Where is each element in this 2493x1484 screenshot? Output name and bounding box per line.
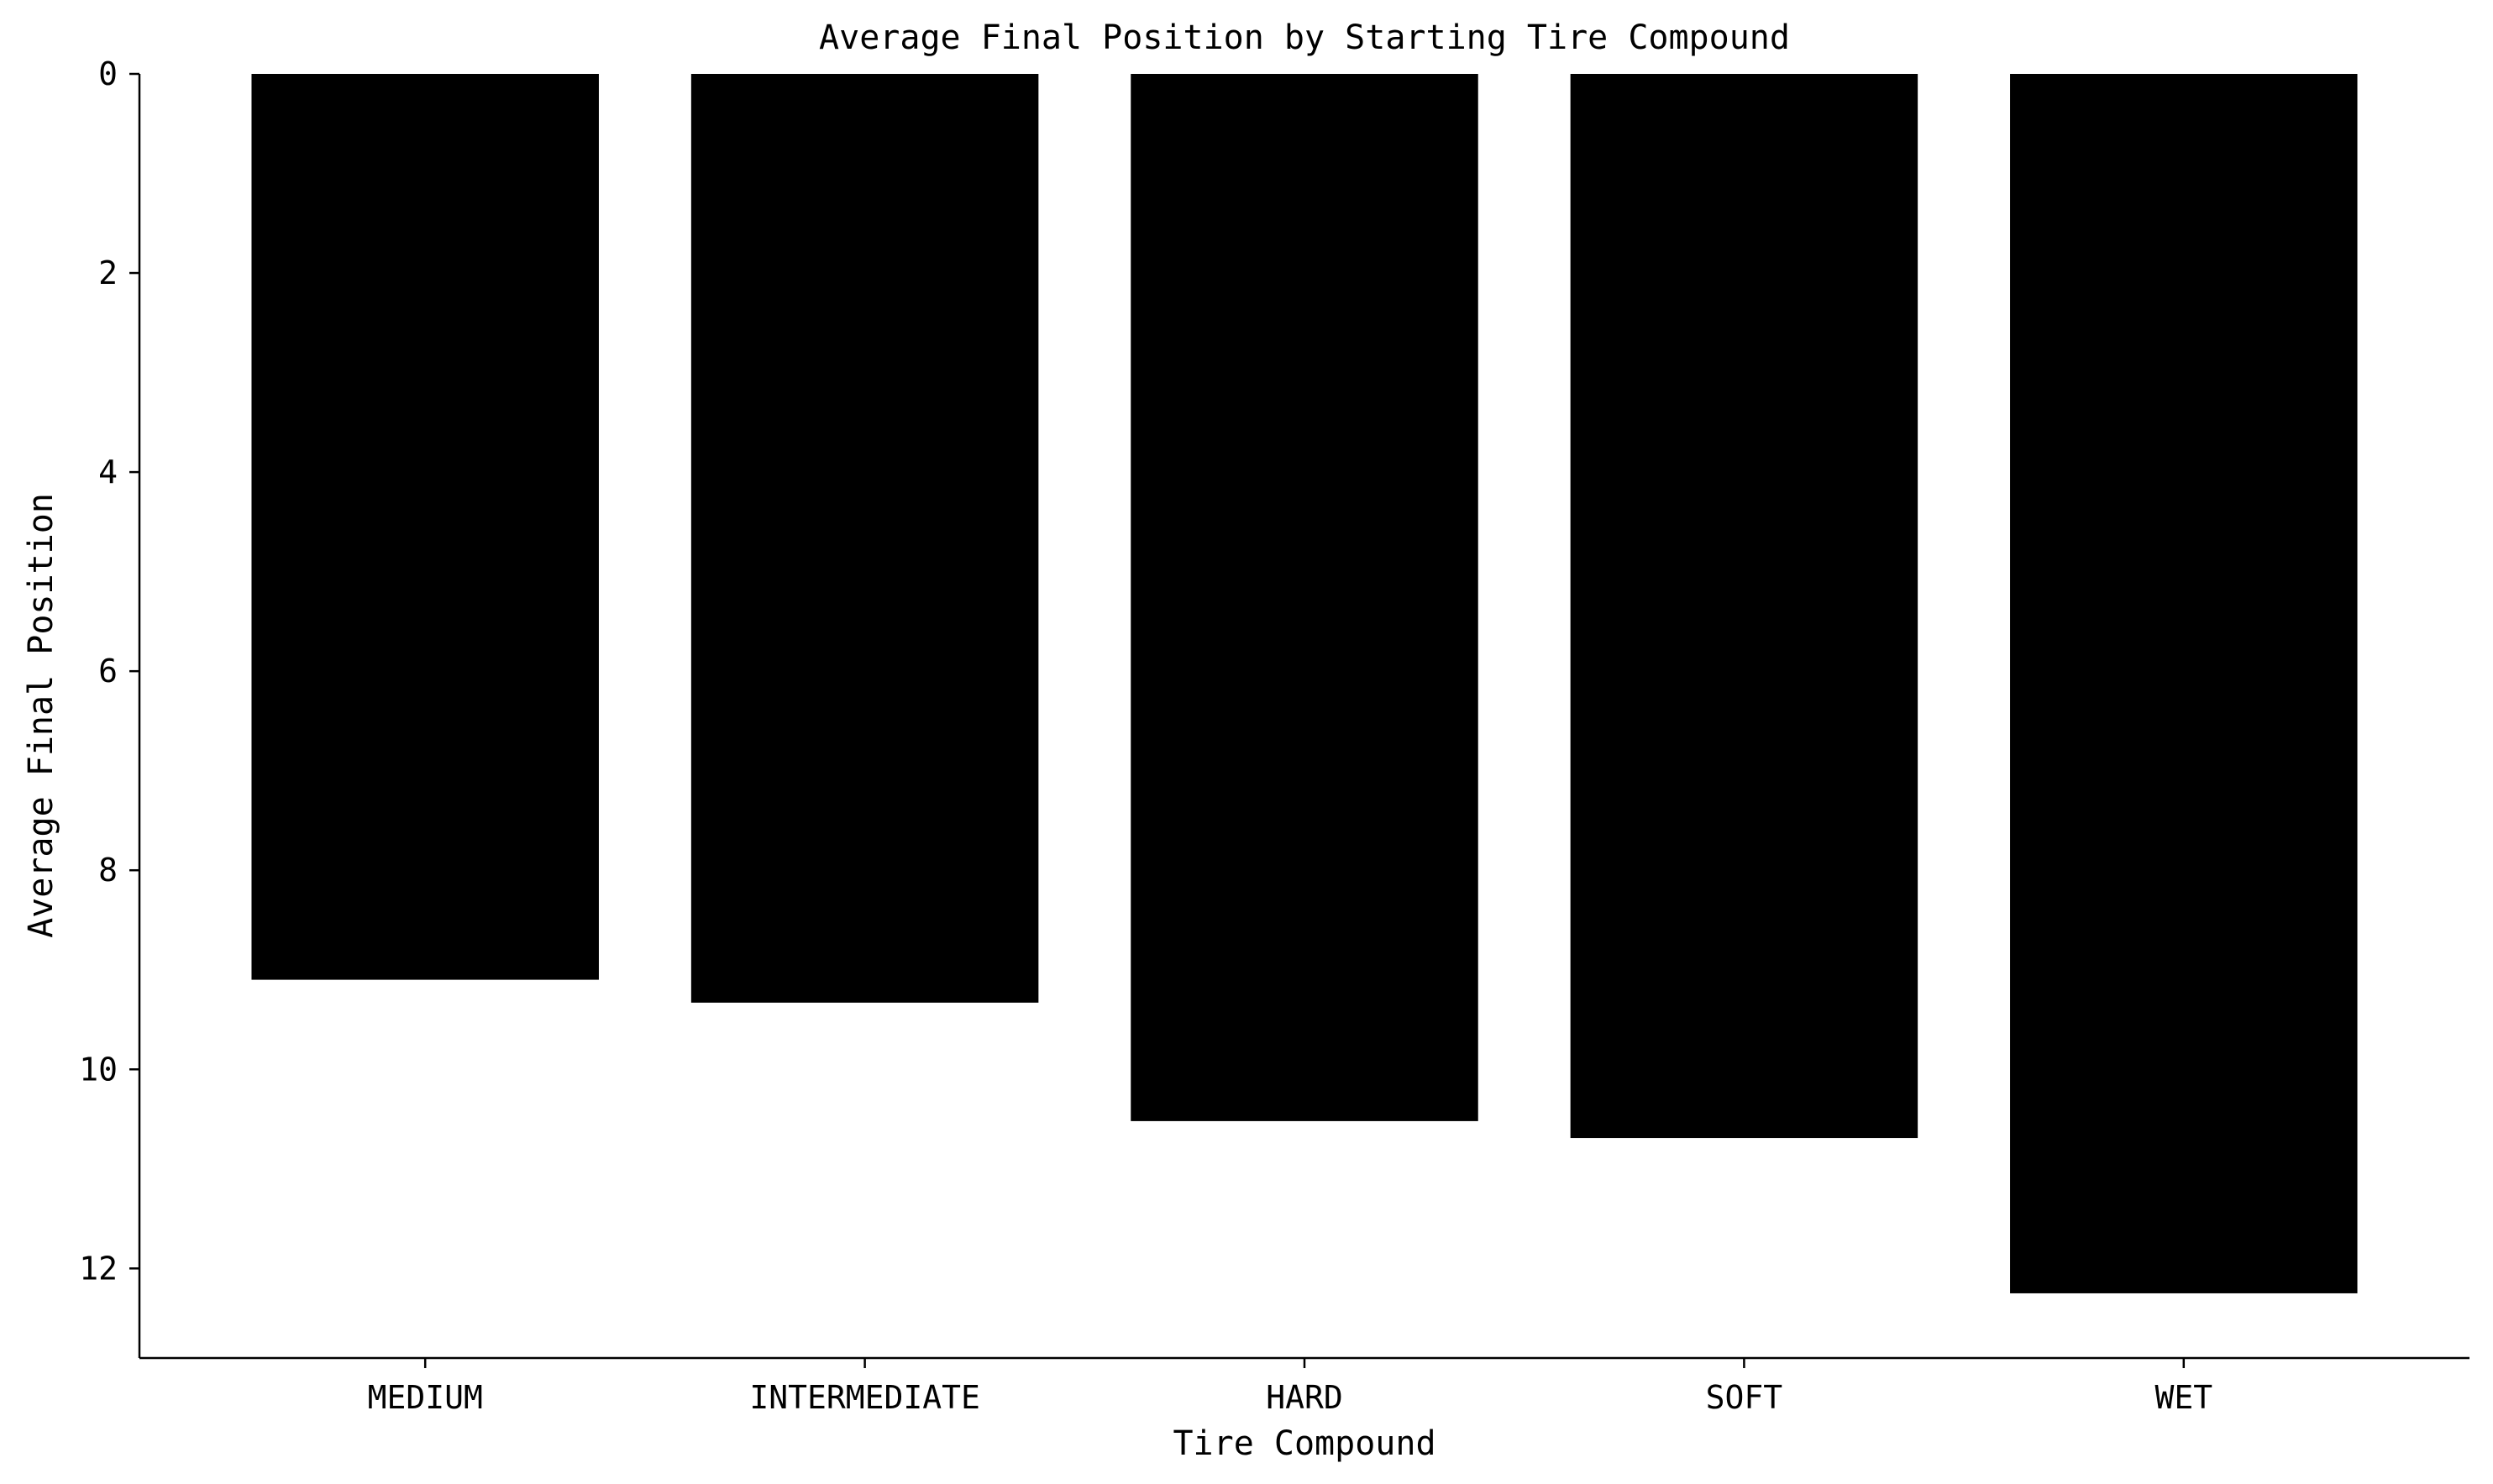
y-tick-label: 0 <box>98 55 118 92</box>
bar-wet <box>2010 74 2358 1293</box>
x-tick-label-soft: SOFT <box>1706 1379 1783 1416</box>
y-axis-label: Average Final Position <box>22 493 60 938</box>
y-tick-label: 12 <box>79 1250 118 1287</box>
bars-group <box>251 74 2358 1293</box>
x-tick-label-intermediate: INTERMEDIATE <box>749 1379 980 1416</box>
x-tick-label-medium: MEDIUM <box>368 1379 483 1416</box>
bar-intermediate <box>690 74 1039 1003</box>
chart-title: Average Final Position by Starting Tire … <box>819 18 1790 57</box>
x-tick-label-hard: HARD <box>1266 1379 1343 1416</box>
x-axis-label: Tire Compound <box>1173 1424 1435 1463</box>
x-axis-ticks: MEDIUM INTERMEDIATE HARD SOFT WET <box>368 1358 2212 1416</box>
bar-hard <box>1131 74 1478 1121</box>
y-tick-label: 2 <box>98 254 118 291</box>
x-tick-label-wet: WET <box>2154 1379 2212 1416</box>
y-tick-label: 10 <box>79 1051 118 1088</box>
y-tick-label: 6 <box>98 653 118 690</box>
bar-medium <box>251 74 599 980</box>
y-tick-label: 4 <box>98 454 118 490</box>
bar-soft <box>1570 74 1918 1139</box>
y-axis-ticks: 0 2 4 6 8 10 12 <box>79 55 139 1287</box>
y-tick-label: 8 <box>98 852 118 889</box>
